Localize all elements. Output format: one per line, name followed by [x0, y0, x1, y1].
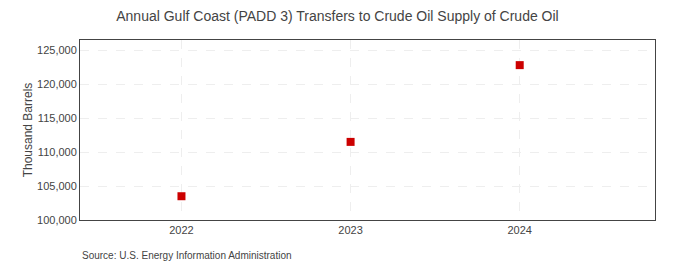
svg-text:125,000: 125,000 [37, 44, 77, 56]
svg-text:100,000: 100,000 [37, 214, 77, 226]
svg-text:105,000: 105,000 [37, 180, 77, 192]
svg-text:2023: 2023 [338, 224, 362, 236]
svg-text:110,000: 110,000 [38, 146, 77, 158]
svg-text:2022: 2022 [169, 224, 193, 236]
svg-text:115,000: 115,000 [38, 112, 77, 124]
svg-text:120,000: 120,000 [37, 78, 77, 90]
svg-text:Thousand Barrels: Thousand Barrels [21, 83, 35, 178]
svg-text:2024: 2024 [507, 224, 531, 236]
svg-text:Annual Gulf Coast (PADD 3) Tra: Annual Gulf Coast (PADD 3) Transfers to … [116, 8, 558, 24]
svg-text:Source: U.S. Energy Informatio: Source: U.S. Energy Information Administ… [82, 250, 292, 261]
